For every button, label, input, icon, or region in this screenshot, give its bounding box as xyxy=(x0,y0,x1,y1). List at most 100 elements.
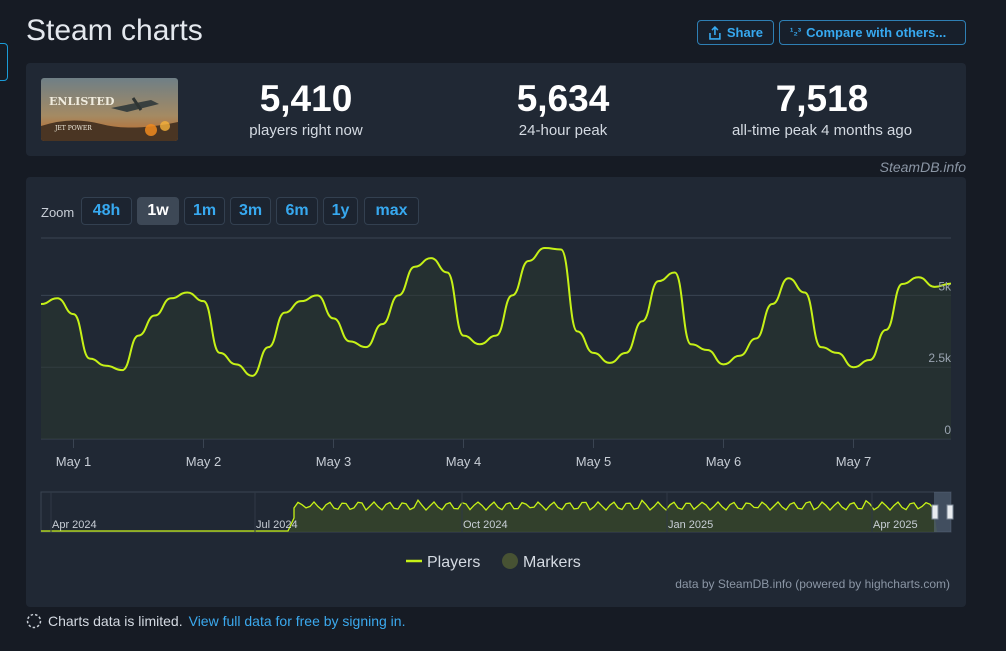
navigator-handle[interactable] xyxy=(931,504,939,520)
legend-markers-swatch[interactable] xyxy=(502,553,518,569)
numbers-icon: ¹₂³ xyxy=(790,26,802,38)
data-limited-notice: Charts data is limited. View full data f… xyxy=(26,613,405,629)
data-point[interactable] xyxy=(477,341,483,347)
share-icon xyxy=(709,25,721,40)
y-tick-label: 5k xyxy=(938,279,952,293)
side-panel-tab[interactable] xyxy=(0,43,8,81)
stat-value: 5,410 xyxy=(259,78,353,119)
zoom-6m-button[interactable]: 6m xyxy=(276,197,318,225)
data-point[interactable] xyxy=(932,284,938,290)
data-point[interactable] xyxy=(753,336,759,342)
data-point[interactable] xyxy=(168,295,174,301)
zoom-1m-button[interactable]: 1m xyxy=(184,197,225,225)
sign-in-link[interactable]: View full data for free by signing in. xyxy=(188,613,406,629)
data-point[interactable] xyxy=(802,290,808,296)
zoom-1y-button[interactable]: 1y xyxy=(323,197,358,225)
data-point[interactable] xyxy=(249,373,255,379)
data-point[interactable] xyxy=(412,264,418,270)
data-point[interactable] xyxy=(818,344,824,350)
data-point[interactable] xyxy=(379,321,385,327)
data-point[interactable] xyxy=(786,275,792,281)
data-point[interactable] xyxy=(428,255,434,261)
data-point[interactable] xyxy=(509,292,515,298)
zoom-3m-button[interactable]: 3m xyxy=(230,197,271,225)
data-point[interactable] xyxy=(883,327,889,333)
data-point[interactable] xyxy=(769,301,775,307)
navigator-series-line xyxy=(41,499,935,532)
y-tick-label: 0 xyxy=(944,423,951,437)
data-point[interactable] xyxy=(574,328,580,334)
stat-label: 24-hour peak xyxy=(518,122,608,139)
x-tick-label: May 3 xyxy=(316,454,351,469)
data-point[interactable] xyxy=(688,341,694,347)
data-point[interactable] xyxy=(493,333,499,339)
data-point[interactable] xyxy=(119,367,125,373)
stat-label: players right now xyxy=(249,122,363,139)
data-point[interactable] xyxy=(201,298,207,304)
data-point[interactable] xyxy=(282,310,288,316)
x-tick-label: May 1 xyxy=(56,454,91,469)
data-point[interactable] xyxy=(737,353,743,359)
players-series-line[interactable] xyxy=(40,247,952,377)
data-point[interactable] xyxy=(916,274,922,280)
navigator-area xyxy=(41,500,937,532)
data-point[interactable] xyxy=(38,301,44,307)
navigator-label: Apr 2024 xyxy=(52,519,97,531)
data-point[interactable] xyxy=(347,338,353,344)
data-point[interactable] xyxy=(396,292,402,298)
x-tick-label: May 5 xyxy=(576,454,611,469)
share-label: Share xyxy=(726,25,763,40)
compare-label: Compare with others... xyxy=(806,25,947,40)
player-count-chart[interactable]: 0 2.5k 5k May 1 May 2 May 3 May 4 May 5 May 6 Ma… xyxy=(26,177,966,607)
data-point[interactable] xyxy=(136,333,142,339)
legend-markers-label[interactable]: Markers xyxy=(523,554,581,571)
data-point[interactable] xyxy=(672,269,678,275)
x-tick-label: May 6 xyxy=(706,454,741,469)
notice-text: Charts data is limited. xyxy=(48,613,183,629)
data-point[interactable] xyxy=(217,350,223,356)
data-point[interactable] xyxy=(623,350,629,356)
data-point[interactable] xyxy=(721,361,727,367)
data-point[interactable] xyxy=(834,350,840,356)
data-point[interactable] xyxy=(314,292,320,298)
navigator-range-selection[interactable] xyxy=(934,492,951,532)
data-point[interactable] xyxy=(558,246,564,252)
navigator-handle[interactable] xyxy=(946,504,954,520)
data-point[interactable] xyxy=(54,295,60,301)
data-point[interactable] xyxy=(851,364,857,370)
data-point[interactable] xyxy=(639,318,645,324)
data-point[interactable] xyxy=(103,363,109,369)
data-point[interactable] xyxy=(656,278,662,284)
dashed-circle-icon xyxy=(26,613,42,629)
data-point[interactable] xyxy=(233,361,239,367)
data-point[interactable] xyxy=(526,258,532,264)
zoom-max-button[interactable]: max xyxy=(364,197,419,225)
steamdb-credit[interactable]: SteamDB.info xyxy=(879,159,966,175)
data-point[interactable] xyxy=(363,344,369,350)
data-point[interactable] xyxy=(461,333,467,339)
data-point[interactable] xyxy=(591,350,597,356)
data-point[interactable] xyxy=(87,356,93,362)
data-point[interactable] xyxy=(152,313,158,319)
data-point[interactable] xyxy=(542,245,548,251)
x-tick-label: May 2 xyxy=(186,454,221,469)
chart-credits[interactable]: data by SteamDB.info (powered by highcha… xyxy=(675,577,950,591)
zoom-48h-button[interactable]: 48h xyxy=(81,197,132,225)
data-point[interactable] xyxy=(704,347,710,353)
data-point[interactable] xyxy=(331,315,337,321)
data-point[interactable] xyxy=(71,311,77,317)
share-button[interactable]: Share xyxy=(697,20,774,45)
data-point[interactable] xyxy=(444,269,450,275)
data-point[interactable] xyxy=(266,344,272,350)
data-point[interactable] xyxy=(298,298,304,304)
data-point[interactable] xyxy=(607,360,613,366)
data-point[interactable] xyxy=(184,290,190,296)
data-point[interactable] xyxy=(899,281,905,287)
x-tick-label: May 4 xyxy=(446,454,481,469)
zoom-1w-button[interactable]: 1w xyxy=(137,197,179,225)
game-thumbnail[interactable]: ENLISTED JET POWER xyxy=(41,78,178,141)
stat-all-time-peak: 7,518 all-time peak 4 months ago xyxy=(716,77,928,139)
data-point[interactable] xyxy=(867,357,873,363)
compare-button[interactable]: ¹₂³ Compare with others... xyxy=(779,20,966,45)
legend-players-label[interactable]: Players xyxy=(427,554,480,571)
